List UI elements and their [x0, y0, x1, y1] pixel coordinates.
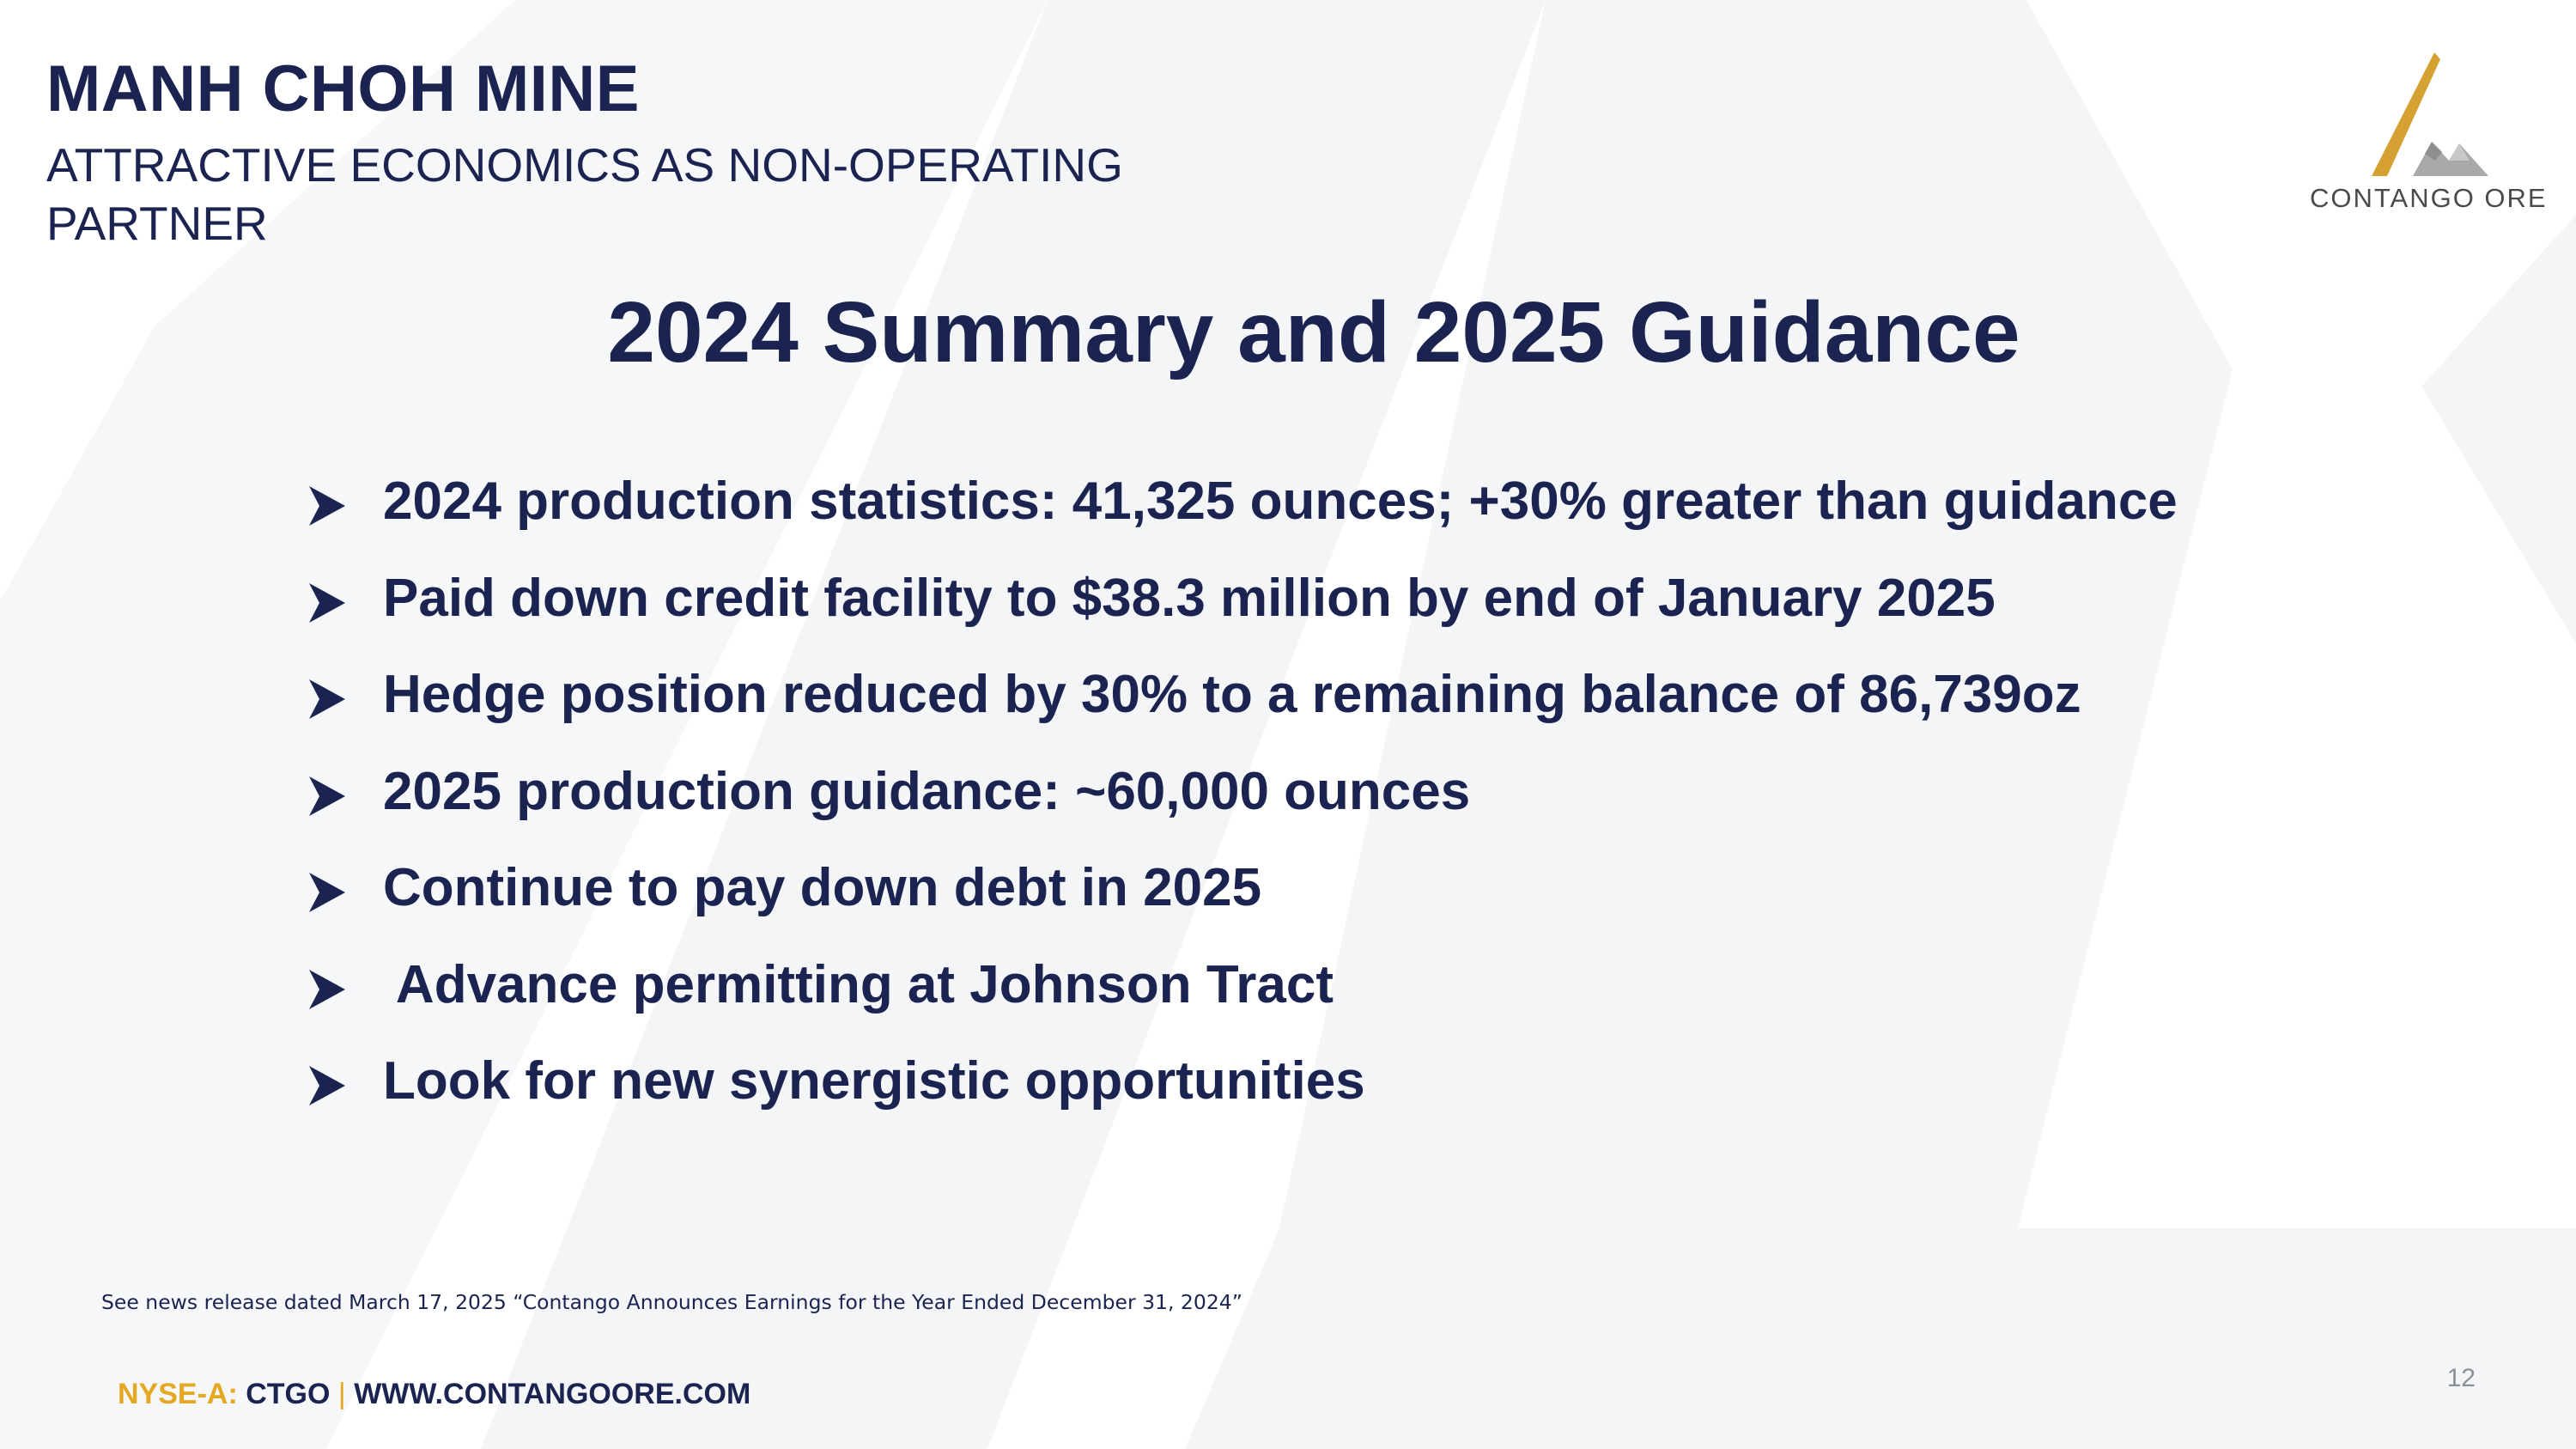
section-title: MANH CHOH MINE: [46, 52, 640, 125]
bullet-item: Continue to pay down debt in 2025: [309, 857, 2178, 954]
slide-heading: 2024 Summary and 2025 Guidance: [607, 284, 2020, 381]
arrowhead-bullet-icon: [309, 679, 345, 719]
bullet-item: 2024 production statistics: 41,325 ounce…: [309, 471, 2178, 568]
bullet-text: Look for new synergistic opportunities: [383, 1051, 1365, 1111]
bullet-text: Hedge position reduced by 30% to a remai…: [383, 665, 2081, 724]
footer-separator: |: [337, 1378, 346, 1410]
bullet-item: Advance permitting at Johnson Tract: [309, 954, 2178, 1051]
section-subtitle: ATTRACTIVE ECONOMICS AS NON-OPERATING PA…: [46, 138, 1123, 250]
footer-website-link[interactable]: WWW.CONTANGOORE.COM: [354, 1378, 751, 1410]
footer-bar: NYSE-A: CTGO | WWW.CONTANGOORE.COM: [118, 1378, 750, 1411]
mountain-logo-icon: [2372, 52, 2488, 176]
footer-exchange-label: NYSE-A:: [118, 1378, 246, 1410]
arrowhead-bullet-icon: [309, 486, 345, 526]
bullet-item: 2025 production guidance: ~60,000 ounces: [309, 761, 2178, 858]
logo-wordmark: CONTANGO ORE: [2310, 183, 2548, 213]
bullet-item: Look for new synergistic opportunities: [309, 1050, 2178, 1148]
bullet-text: Paid down credit facility to $38.3 milli…: [383, 568, 1996, 628]
company-logo: CONTANGO ORE: [2310, 47, 2548, 219]
page-number: 12: [2446, 1364, 2476, 1392]
arrowhead-bullet-icon: [309, 969, 345, 1009]
bullet-text: 2025 production guidance: ~60,000 ounces: [383, 761, 1471, 821]
footer-ticker: CTGO: [246, 1378, 331, 1410]
bullet-text: Continue to pay down debt in 2025: [383, 858, 1262, 917]
arrowhead-bullet-icon: [309, 776, 345, 816]
arrowhead-bullet-icon: [309, 582, 345, 623]
bullet-text: 2024 production statistics: 41,325 ounce…: [383, 472, 2178, 531]
bullet-item: Hedge position reduced by 30% to a remai…: [309, 664, 2178, 761]
bullet-text: Advance permitting at Johnson Tract: [383, 954, 1334, 1014]
arrowhead-bullet-icon: [309, 1066, 345, 1105]
footnote-source: See news release dated March 17, 2025 “C…: [101, 1290, 1242, 1314]
bullet-item: Paid down credit facility to $38.3 milli…: [309, 568, 2178, 665]
summary-bullet-list: 2024 production statistics: 41,325 ounce…: [309, 471, 2178, 1148]
arrowhead-bullet-icon: [309, 873, 345, 912]
